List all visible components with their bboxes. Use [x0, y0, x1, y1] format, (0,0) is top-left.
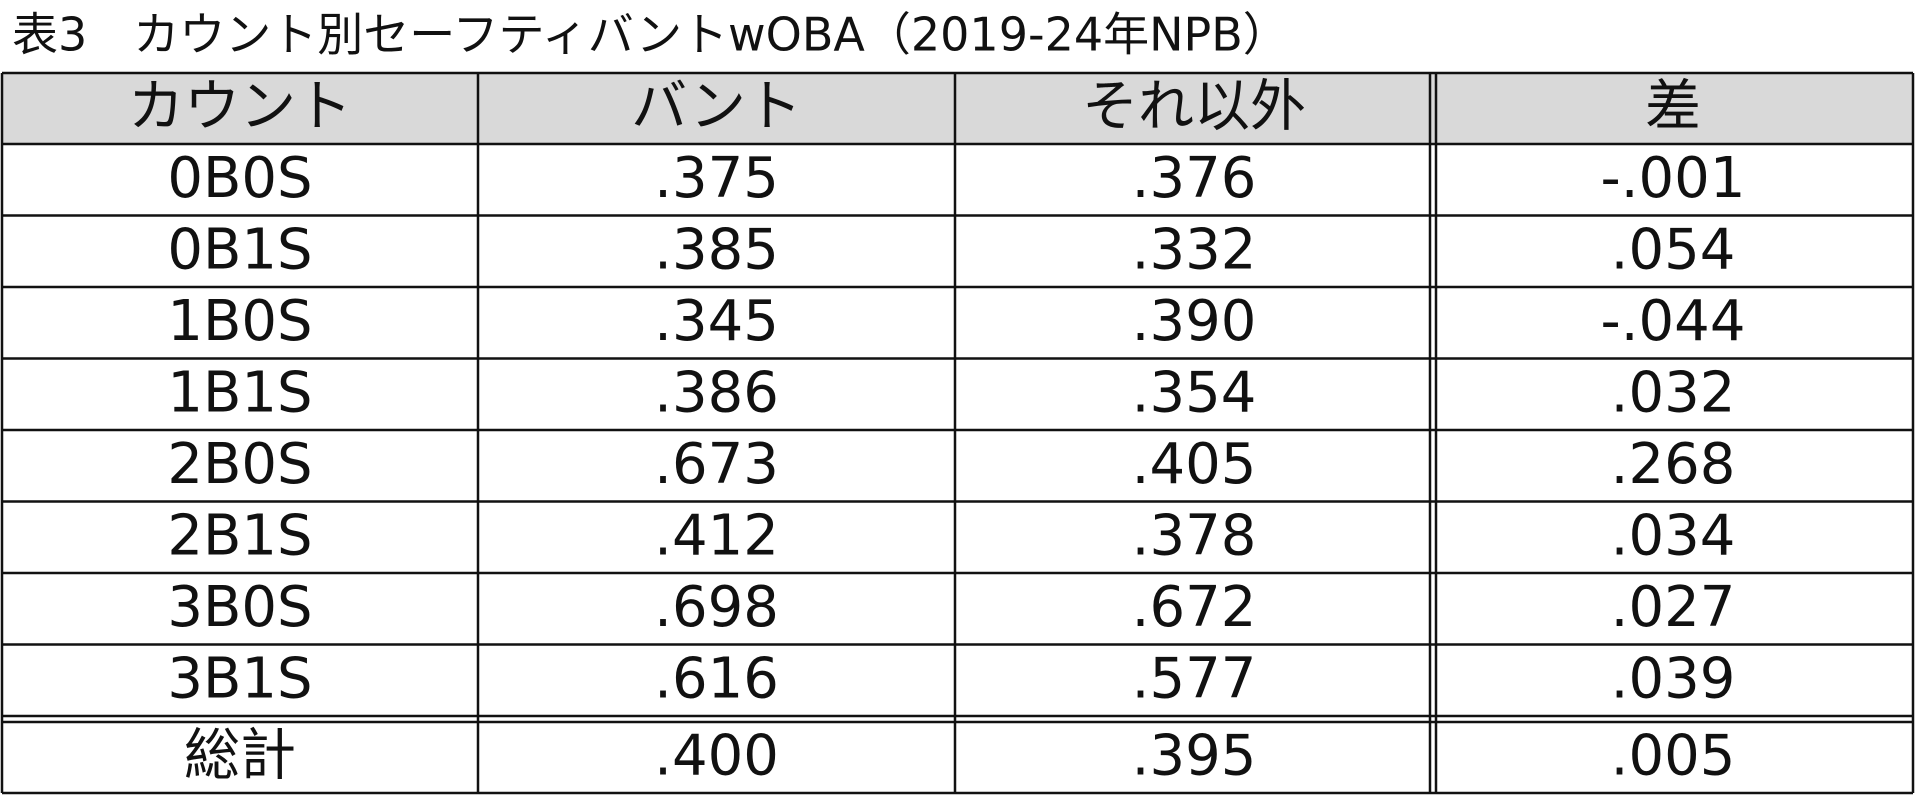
cell: .034 [1611, 503, 1736, 568]
cell: .698 [654, 575, 779, 640]
cell: 1B0S [167, 289, 312, 354]
header-cell: バント [631, 75, 802, 140]
header-cell: それ以外 [1082, 75, 1306, 140]
cell: .345 [654, 289, 779, 354]
cell: .577 [1132, 646, 1257, 711]
cell: .390 [1132, 289, 1257, 354]
total-cell: .005 [1611, 724, 1736, 789]
cell: -.001 [1601, 146, 1746, 211]
cell: 1B1S [167, 360, 312, 425]
header-bg [2, 73, 1913, 144]
cell: .027 [1611, 575, 1736, 640]
cell: .386 [654, 360, 779, 425]
cell: .032 [1611, 360, 1736, 425]
cell: .332 [1132, 217, 1257, 282]
cell: 3B0S [167, 575, 312, 640]
cell: .375 [654, 146, 779, 211]
cell: .268 [1611, 432, 1736, 497]
header-cell: 差 [1645, 75, 1701, 140]
title: 表3 カウント別セーフティバントwOBA（2019-24年NPB） [12, 8, 1289, 62]
cell: .412 [654, 503, 779, 568]
cell: .054 [1611, 217, 1736, 282]
cell: 0B1S [167, 217, 312, 282]
cell: .673 [654, 432, 779, 497]
cell: 2B1S [167, 503, 312, 568]
total-cell: .395 [1132, 724, 1257, 789]
cell: -.044 [1601, 289, 1746, 354]
header-cell: カウント [128, 75, 352, 140]
cell: .039 [1611, 646, 1736, 711]
cell: .354 [1132, 360, 1257, 425]
cell: .616 [654, 646, 779, 711]
total-cell: 総計 [184, 724, 296, 789]
cell: .376 [1132, 146, 1257, 211]
cell: .672 [1132, 575, 1257, 640]
cell: .405 [1132, 432, 1257, 497]
cell: .385 [654, 217, 779, 282]
cell: 3B1S [167, 646, 312, 711]
cell: 2B0S [167, 432, 312, 497]
cell: .378 [1132, 503, 1257, 568]
total-cell: .400 [654, 724, 779, 789]
cell: 0B0S [167, 146, 312, 211]
